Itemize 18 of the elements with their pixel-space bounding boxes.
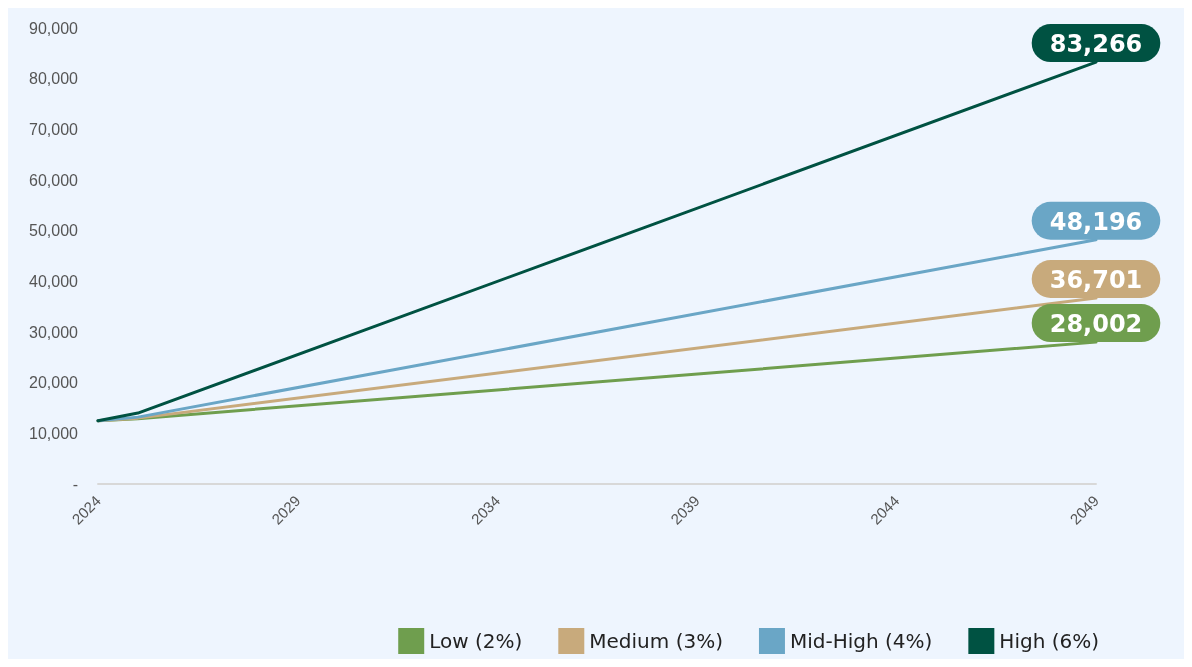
legend-label: High (6%) <box>999 629 1100 653</box>
legend-label: Low (2%) <box>429 629 523 653</box>
data-label: 83,266 <box>1049 30 1143 59</box>
legend-label: Mid-High (4%) <box>789 629 933 653</box>
y-tick-label: 40,000 <box>29 272 79 290</box>
y-tick-label: 80,000 <box>29 70 79 88</box>
y-tick-label: 20,000 <box>29 374 79 392</box>
y-tick-label: - <box>72 475 78 493</box>
y-tick-label: 10,000 <box>29 424 79 442</box>
y-tick-label: 50,000 <box>29 222 79 240</box>
data-label: 28,002 <box>1049 310 1143 339</box>
y-tick-label: 30,000 <box>29 323 79 341</box>
y-tick-label: 90,000 <box>29 19 79 37</box>
legend-label: Medium (3%) <box>589 629 723 653</box>
data-label: 36,701 <box>1049 266 1143 295</box>
data-label: 48,196 <box>1049 207 1143 236</box>
y-tick-label: 70,000 <box>29 120 79 138</box>
y-tick-label: 60,000 <box>29 171 79 189</box>
